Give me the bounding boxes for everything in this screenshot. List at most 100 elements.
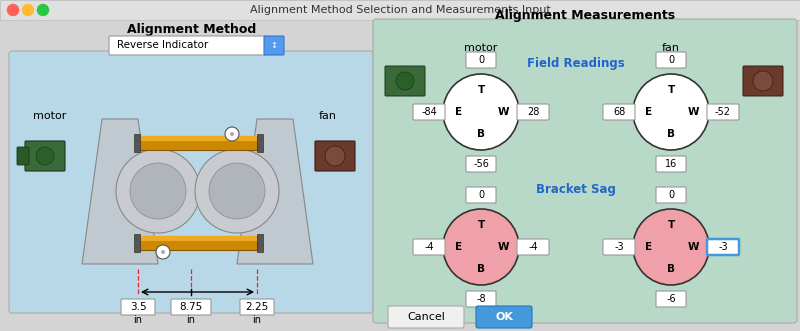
- FancyBboxPatch shape: [656, 291, 686, 307]
- Text: 0: 0: [478, 55, 484, 65]
- Text: -8: -8: [476, 294, 486, 304]
- Text: 8.75: 8.75: [179, 302, 202, 312]
- Text: 16: 16: [665, 159, 677, 169]
- FancyBboxPatch shape: [138, 136, 257, 141]
- Text: W: W: [687, 242, 698, 252]
- FancyBboxPatch shape: [257, 234, 263, 252]
- Text: -52: -52: [715, 107, 731, 117]
- Circle shape: [209, 163, 265, 219]
- Text: 2.25: 2.25: [246, 302, 269, 312]
- Text: E: E: [646, 242, 653, 252]
- Circle shape: [225, 127, 239, 141]
- Text: -3: -3: [614, 242, 624, 252]
- Text: -6: -6: [666, 294, 676, 304]
- Text: 0: 0: [668, 190, 674, 200]
- FancyBboxPatch shape: [373, 19, 797, 323]
- FancyBboxPatch shape: [17, 147, 29, 165]
- Circle shape: [633, 209, 709, 285]
- Circle shape: [161, 250, 165, 254]
- Text: motor: motor: [34, 111, 66, 121]
- Text: E: E: [646, 107, 653, 117]
- Circle shape: [753, 71, 773, 91]
- Text: motor: motor: [464, 43, 498, 53]
- Circle shape: [195, 149, 279, 233]
- FancyBboxPatch shape: [257, 134, 263, 152]
- Text: -3: -3: [718, 242, 728, 252]
- Text: fan: fan: [662, 43, 680, 53]
- Text: Alignment Method Selection and Measurements Input: Alignment Method Selection and Measureme…: [250, 5, 550, 15]
- FancyBboxPatch shape: [138, 236, 257, 250]
- FancyBboxPatch shape: [517, 104, 549, 120]
- FancyBboxPatch shape: [476, 306, 532, 328]
- FancyBboxPatch shape: [707, 104, 739, 120]
- Text: ↕: ↕: [270, 41, 278, 50]
- Text: 0: 0: [478, 190, 484, 200]
- Circle shape: [156, 245, 170, 259]
- FancyBboxPatch shape: [134, 234, 140, 252]
- FancyBboxPatch shape: [466, 156, 496, 172]
- Polygon shape: [237, 119, 313, 264]
- FancyBboxPatch shape: [656, 187, 686, 203]
- Polygon shape: [82, 119, 158, 264]
- FancyBboxPatch shape: [466, 52, 496, 68]
- Text: 0: 0: [668, 55, 674, 65]
- Circle shape: [38, 5, 49, 16]
- FancyBboxPatch shape: [134, 134, 140, 152]
- Text: Alignment Method: Alignment Method: [127, 24, 257, 36]
- Text: 3.5: 3.5: [130, 302, 146, 312]
- FancyBboxPatch shape: [121, 299, 155, 315]
- FancyBboxPatch shape: [413, 239, 445, 255]
- Text: 68: 68: [613, 107, 625, 117]
- Text: B: B: [667, 264, 675, 274]
- FancyBboxPatch shape: [9, 51, 373, 313]
- FancyBboxPatch shape: [603, 239, 635, 255]
- Circle shape: [633, 74, 709, 150]
- Text: W: W: [498, 242, 509, 252]
- FancyBboxPatch shape: [171, 299, 211, 315]
- Text: B: B: [477, 129, 485, 139]
- FancyBboxPatch shape: [707, 239, 739, 255]
- FancyBboxPatch shape: [264, 36, 284, 55]
- Text: Alignment Measurements: Alignment Measurements: [495, 9, 675, 22]
- Text: T: T: [667, 85, 674, 95]
- Circle shape: [443, 209, 519, 285]
- Circle shape: [443, 74, 519, 150]
- Text: T: T: [478, 85, 485, 95]
- Text: B: B: [477, 264, 485, 274]
- FancyBboxPatch shape: [517, 239, 549, 255]
- Text: B: B: [667, 129, 675, 139]
- Text: Bracket Sag: Bracket Sag: [536, 183, 616, 197]
- Text: in: in: [186, 315, 195, 325]
- FancyBboxPatch shape: [385, 66, 425, 96]
- Text: W: W: [687, 107, 698, 117]
- Circle shape: [130, 163, 186, 219]
- Text: in: in: [134, 315, 142, 325]
- Text: -4: -4: [528, 242, 538, 252]
- Circle shape: [7, 5, 18, 16]
- Text: OK: OK: [495, 312, 513, 322]
- FancyBboxPatch shape: [466, 291, 496, 307]
- Text: -4: -4: [424, 242, 434, 252]
- Text: Field Readings: Field Readings: [527, 58, 625, 71]
- Circle shape: [22, 5, 34, 16]
- Text: T: T: [478, 220, 485, 230]
- FancyBboxPatch shape: [315, 141, 355, 171]
- Circle shape: [396, 72, 414, 90]
- Text: W: W: [498, 107, 509, 117]
- Circle shape: [36, 147, 54, 165]
- Circle shape: [116, 149, 200, 233]
- FancyBboxPatch shape: [138, 136, 257, 150]
- FancyBboxPatch shape: [240, 299, 274, 315]
- Text: E: E: [455, 242, 462, 252]
- Text: Cancel: Cancel: [407, 312, 445, 322]
- FancyBboxPatch shape: [743, 66, 783, 96]
- Circle shape: [230, 132, 234, 136]
- FancyBboxPatch shape: [25, 141, 65, 171]
- Text: E: E: [455, 107, 462, 117]
- FancyBboxPatch shape: [656, 156, 686, 172]
- Text: in: in: [253, 315, 262, 325]
- Circle shape: [325, 146, 345, 166]
- FancyBboxPatch shape: [413, 104, 445, 120]
- FancyBboxPatch shape: [466, 187, 496, 203]
- Text: 28: 28: [527, 107, 539, 117]
